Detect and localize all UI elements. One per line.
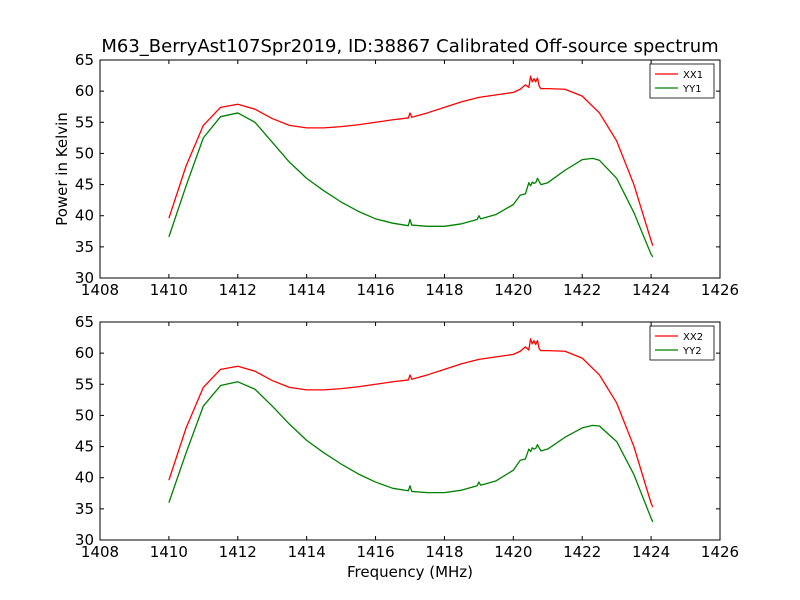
y-tick-label: 50 [75,144,94,162]
x-tick-label: 1416 [356,281,394,299]
x-tick-label: 1412 [219,543,257,561]
x-tick-label: 1410 [150,281,188,299]
y-tick-label: 30 [75,269,94,287]
legend-label: XX1 [683,70,703,81]
y-tick-label: 60 [75,344,94,362]
x-tick-label: 1412 [219,281,257,299]
y-tick-label: 55 [75,113,94,131]
x-tick-label: 1416 [356,543,394,561]
x-tick-label: 1426 [701,281,739,299]
chart-panel-2: 1408 1410 1412 1414 1416 1418 1420 1422 1424 1426… [75,313,739,581]
legend-label: YY1 [682,84,702,95]
x-tick-label: 1418 [425,281,463,299]
x-axis-label: Frequency (MHz) [347,563,473,581]
legend-box [649,325,715,361]
legend-box [649,63,715,99]
series-line-yy1 [168,112,654,258]
axes-frame [99,59,721,279]
panels-container: 1408 1410 1412 1414 1416 1418 1420 1422 1424 1426… [53,51,739,581]
x-tick-label: 1414 [288,281,326,299]
x-tick-label: 1420 [494,281,532,299]
legend-label: YY2 [682,346,702,357]
y-tick-label: 55 [75,375,94,393]
x-tick-label: 1424 [632,543,670,561]
y-tick-label: 60 [75,82,94,100]
series-line-xx2 [168,338,654,508]
x-tick-label: 1422 [563,281,601,299]
y-tick-label: 50 [75,406,94,424]
x-tick-label: 1426 [701,543,739,561]
chart-title: M63_BerryAst107Spr2019, ID:38867 Calibra… [101,36,718,57]
y-tick-label: 45 [75,438,94,456]
series-line-xx1 [168,75,654,246]
legend-label: XX2 [683,332,703,343]
x-tick-label: 1408 [81,543,119,561]
y-tick-label: 65 [75,313,94,331]
x-tick-label: 1422 [563,543,601,561]
y-tick-label: 40 [75,207,94,225]
y-axis-label: Power in Kelvin [53,112,71,226]
axes-frame [99,321,721,541]
x-tick-label: 1418 [425,543,463,561]
y-tick-label: 35 [75,238,94,256]
y-tick-label: 30 [75,531,94,549]
series-line-yy2 [168,381,654,523]
x-tick-label: 1408 [81,281,119,299]
y-tick-label: 40 [75,469,94,487]
x-tick-label: 1424 [632,281,670,299]
chart-panel-1: 1408 1410 1412 1414 1416 1418 1420 1422 1424 1426… [53,51,739,299]
x-tick-label: 1410 [150,543,188,561]
x-tick-label: 1420 [494,543,532,561]
y-tick-label: 45 [75,176,94,194]
y-tick-label: 65 [75,51,94,69]
y-tick-label: 35 [75,500,94,518]
x-tick-label: 1414 [288,543,326,561]
